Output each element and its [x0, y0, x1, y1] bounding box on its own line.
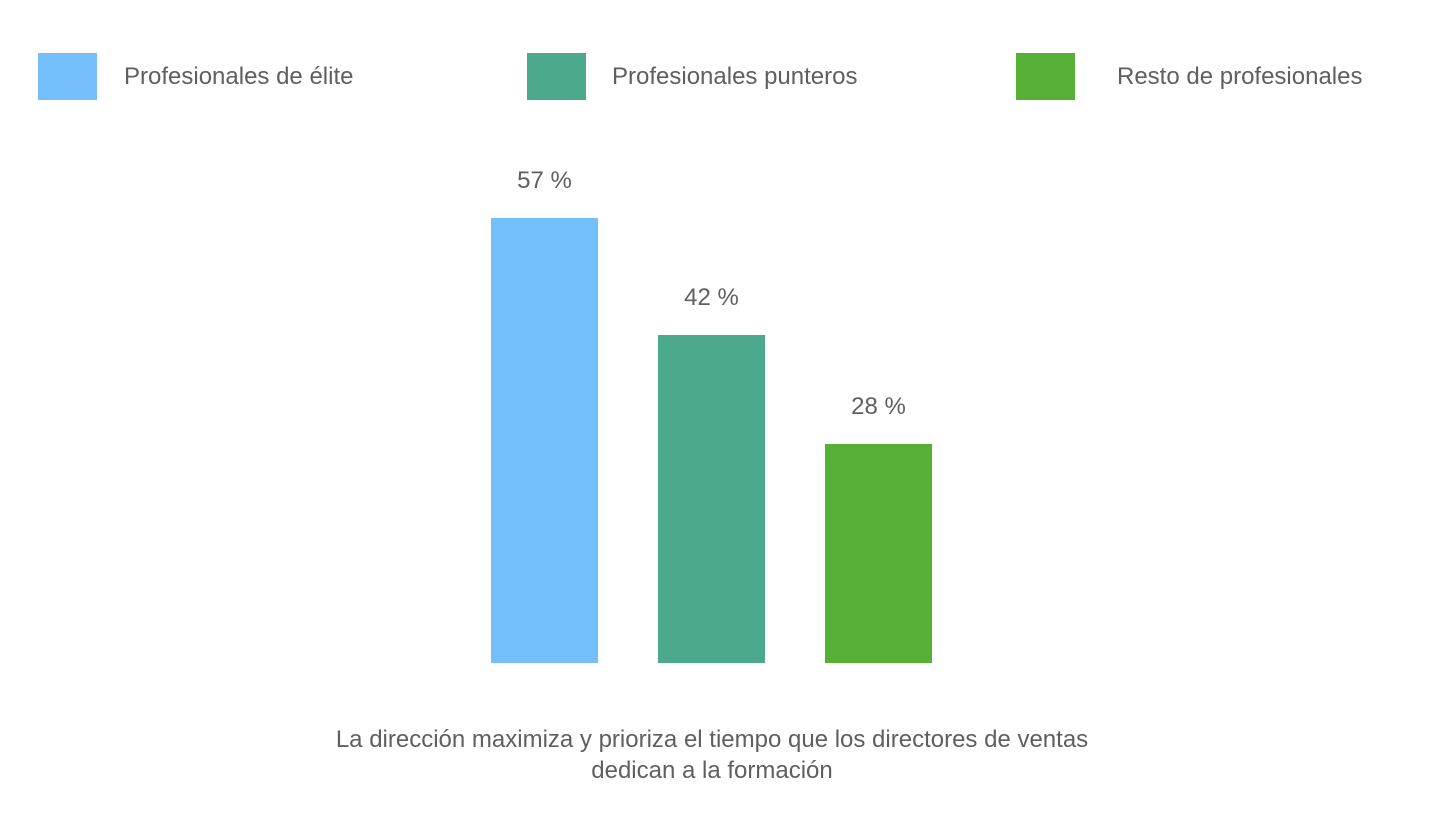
legend-label-elite: Profesionales de élite	[124, 63, 354, 90]
legend-label-punteros: Profesionales punteros	[612, 63, 858, 90]
legend-swatch-punteros	[527, 53, 586, 100]
bar-3	[825, 444, 932, 663]
chart-legend: Profesionales de élite Profesionales pun…	[0, 0, 1453, 120]
chart-caption: La dirección maximiza y prioriza el tiem…	[335, 726, 1089, 784]
data-label-1: 57 %	[517, 167, 572, 194]
bar-2	[658, 335, 765, 663]
data-label-2: 42 %	[684, 284, 739, 311]
legend-swatch-elite	[38, 53, 97, 100]
legend-swatch-resto	[1016, 53, 1075, 100]
legend-label-resto: Resto de profesionales	[1117, 63, 1363, 90]
bar-1	[491, 218, 598, 663]
data-label-3: 28 %	[851, 393, 906, 420]
